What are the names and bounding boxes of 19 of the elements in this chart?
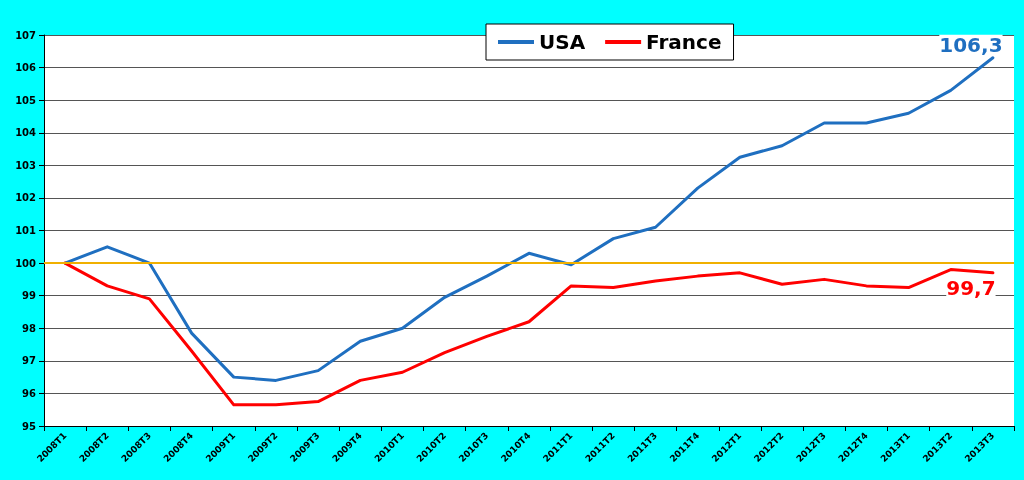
y-tick-label: 100 [15,257,37,269]
y-tick-label: 102 [15,192,37,204]
y-tick-label: 98 [22,322,37,334]
y-tick-label: 99 [22,290,37,302]
legend-label: France [646,30,722,54]
line-series [63,56,995,382]
y-tick-label: 103 [15,159,37,171]
y-tick-label: 106 [15,62,37,74]
y-tick-label: 105 [15,94,37,106]
y-tick-label: 101 [15,225,37,236]
y-tick-label: 107 [15,29,37,41]
legend-label: USA [539,30,586,54]
data-label: 99,7 [946,275,996,300]
y-tick-label: 104 [15,127,37,139]
line-series [63,261,995,407]
y-tick-label: 95 [22,420,37,432]
y-tick-label: 97 [22,355,37,367]
y-tick-label: 96 [22,387,37,399]
data-label: 106,3 [939,32,1003,57]
